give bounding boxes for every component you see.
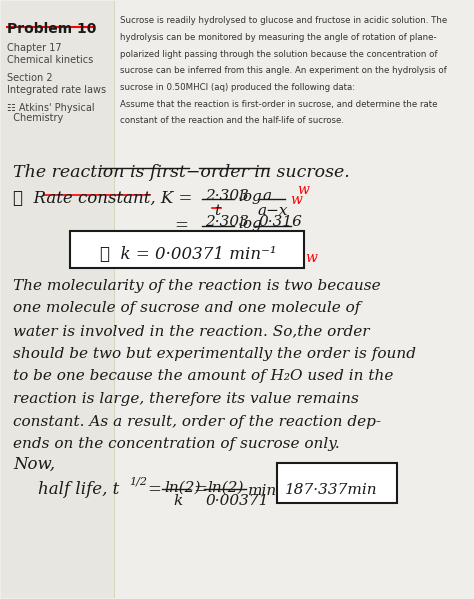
Text: 14: 14 — [214, 231, 234, 244]
Text: w: w — [291, 193, 302, 207]
Text: hydrolysis can be monitored by measuring the angle of rotation of plane-: hydrolysis can be monitored by measuring… — [120, 33, 437, 42]
Text: w: w — [297, 183, 309, 197]
Text: =: = — [193, 481, 207, 498]
Text: =: = — [148, 481, 162, 498]
Text: polarized light passing through the solution because the concentration of: polarized light passing through the solu… — [120, 50, 438, 59]
Text: half life, t: half life, t — [37, 481, 119, 498]
Text: Sucrose is readily hydrolysed to glucose and fructose in acidic solution. The: Sucrose is readily hydrolysed to glucose… — [120, 16, 447, 25]
Text: 1/2: 1/2 — [129, 477, 147, 486]
Text: Now,: Now, — [13, 456, 55, 473]
Text: Assume that the reaction is first-order in sucrose, and determine the rate: Assume that the reaction is first-order … — [120, 100, 438, 109]
FancyBboxPatch shape — [70, 231, 304, 268]
Text: 2·303: 2·303 — [205, 189, 249, 203]
Text: 0·300: 0·300 — [258, 231, 302, 244]
Text: Chapter 17: Chapter 17 — [8, 43, 62, 53]
Text: sucrose in 0.50MHCI (aq) produced the following data:: sucrose in 0.50MHCI (aq) produced the fo… — [120, 83, 356, 92]
Text: sucrose can be inferred from this angle. An experiment on the hydrolysis of: sucrose can be inferred from this angle.… — [120, 66, 447, 75]
Text: w: w — [306, 250, 318, 265]
Text: Problem 10: Problem 10 — [8, 22, 97, 37]
Text: ☷ Atkins' Physical: ☷ Atkins' Physical — [8, 103, 95, 113]
Text: ln(2): ln(2) — [164, 481, 201, 495]
Text: 0·00371: 0·00371 — [206, 494, 269, 508]
Text: constant. As a result, order of the reaction dep-: constant. As a result, order of the reac… — [13, 415, 382, 428]
Text: one molecule of sucrose and one molecule of: one molecule of sucrose and one molecule… — [13, 301, 361, 315]
Text: a: a — [263, 189, 272, 203]
Text: should be two but experimentally the order is found: should be two but experimentally the ord… — [13, 347, 417, 361]
Text: log: log — [238, 190, 262, 204]
Text: =: = — [174, 217, 189, 234]
Text: 0·316: 0·316 — [258, 216, 302, 229]
Text: a−x: a−x — [257, 204, 288, 218]
Text: log: log — [238, 217, 262, 231]
Text: Chemistry: Chemistry — [8, 113, 64, 123]
Text: min=: min= — [248, 485, 290, 498]
Text: 2·303: 2·303 — [205, 216, 249, 229]
Text: 187·337min: 187·337min — [285, 483, 377, 497]
Text: water is involved in the reaction. So,the order: water is involved in the reaction. So,th… — [13, 324, 370, 338]
Text: ln(2): ln(2) — [208, 481, 244, 495]
Text: reaction is large, therefore its value remains: reaction is large, therefore its value r… — [13, 392, 359, 406]
Text: Section 2: Section 2 — [8, 73, 53, 83]
Text: ∴  Rate constant, K =: ∴ Rate constant, K = — [13, 190, 193, 207]
Text: The reaction is first−order in sucrose.: The reaction is first−order in sucrose. — [13, 164, 350, 180]
Text: ends on the concentration of sucrose only.: ends on the concentration of sucrose onl… — [13, 437, 340, 451]
Text: k: k — [173, 494, 182, 508]
Text: constant of the reaction and the half-life of sucrose.: constant of the reaction and the half-li… — [120, 116, 344, 125]
Text: to be one because the amount of H₂O used in the: to be one because the amount of H₂O used… — [13, 369, 394, 383]
Text: ∴  k = 0·00371 min⁻¹: ∴ k = 0·00371 min⁻¹ — [100, 246, 277, 263]
Text: Chemical kinetics: Chemical kinetics — [8, 55, 94, 65]
Text: Integrated rate laws: Integrated rate laws — [8, 85, 107, 95]
Text: The molecularity of the reaction is two because: The molecularity of the reaction is two … — [13, 279, 381, 293]
Text: t: t — [214, 204, 220, 218]
FancyBboxPatch shape — [1, 1, 114, 598]
FancyBboxPatch shape — [277, 463, 398, 503]
